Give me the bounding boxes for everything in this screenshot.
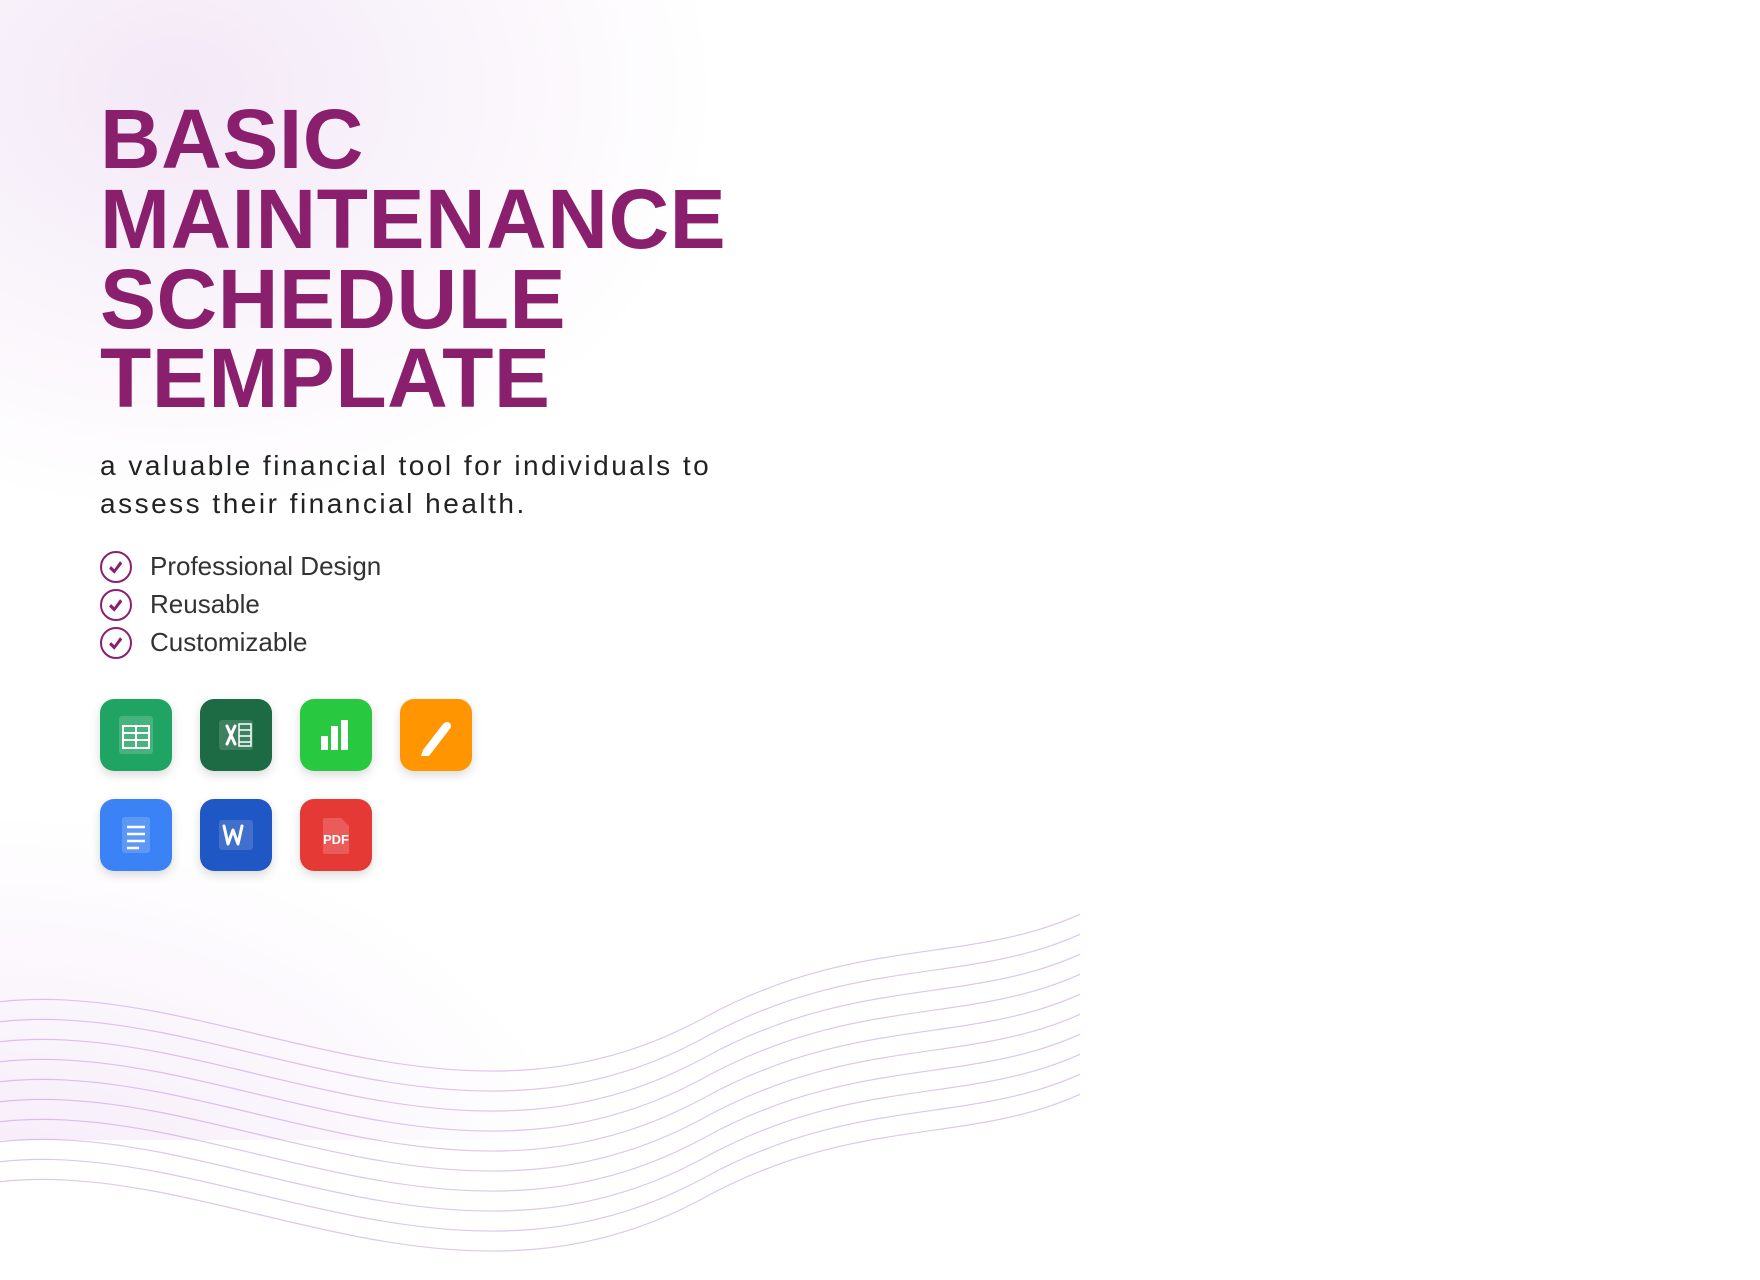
feature-list: Professional Design Reusable Customizabl… [100, 551, 830, 659]
format-row-1 [100, 699, 830, 771]
pdf-icon[interactable]: PDF [300, 799, 372, 871]
pages-icon[interactable] [400, 699, 472, 771]
numbers-icon[interactable] [300, 699, 372, 771]
check-icon [100, 589, 132, 621]
format-row-2: PDF [100, 799, 830, 871]
page-subtitle: a valuable financial tool for individual… [100, 447, 740, 523]
check-icon [100, 627, 132, 659]
feature-label: Reusable [150, 589, 260, 620]
page-title: BASIC MAINTENANCE SCHEDULE TEMPLATE [100, 100, 830, 419]
feature-item: Professional Design [100, 551, 830, 583]
feature-item: Reusable [100, 589, 830, 621]
feature-label: Customizable [150, 627, 308, 658]
google-docs-icon[interactable] [100, 799, 172, 871]
excel-icon[interactable] [200, 699, 272, 771]
word-icon[interactable] [200, 799, 272, 871]
feature-label: Professional Design [150, 551, 381, 582]
check-icon [100, 551, 132, 583]
left-column: BASIC MAINTENANCE SCHEDULE TEMPLATE a va… [100, 100, 830, 871]
google-sheets-icon[interactable] [100, 699, 172, 771]
svg-text:PDF: PDF [323, 832, 349, 847]
feature-item: Customizable [100, 627, 830, 659]
